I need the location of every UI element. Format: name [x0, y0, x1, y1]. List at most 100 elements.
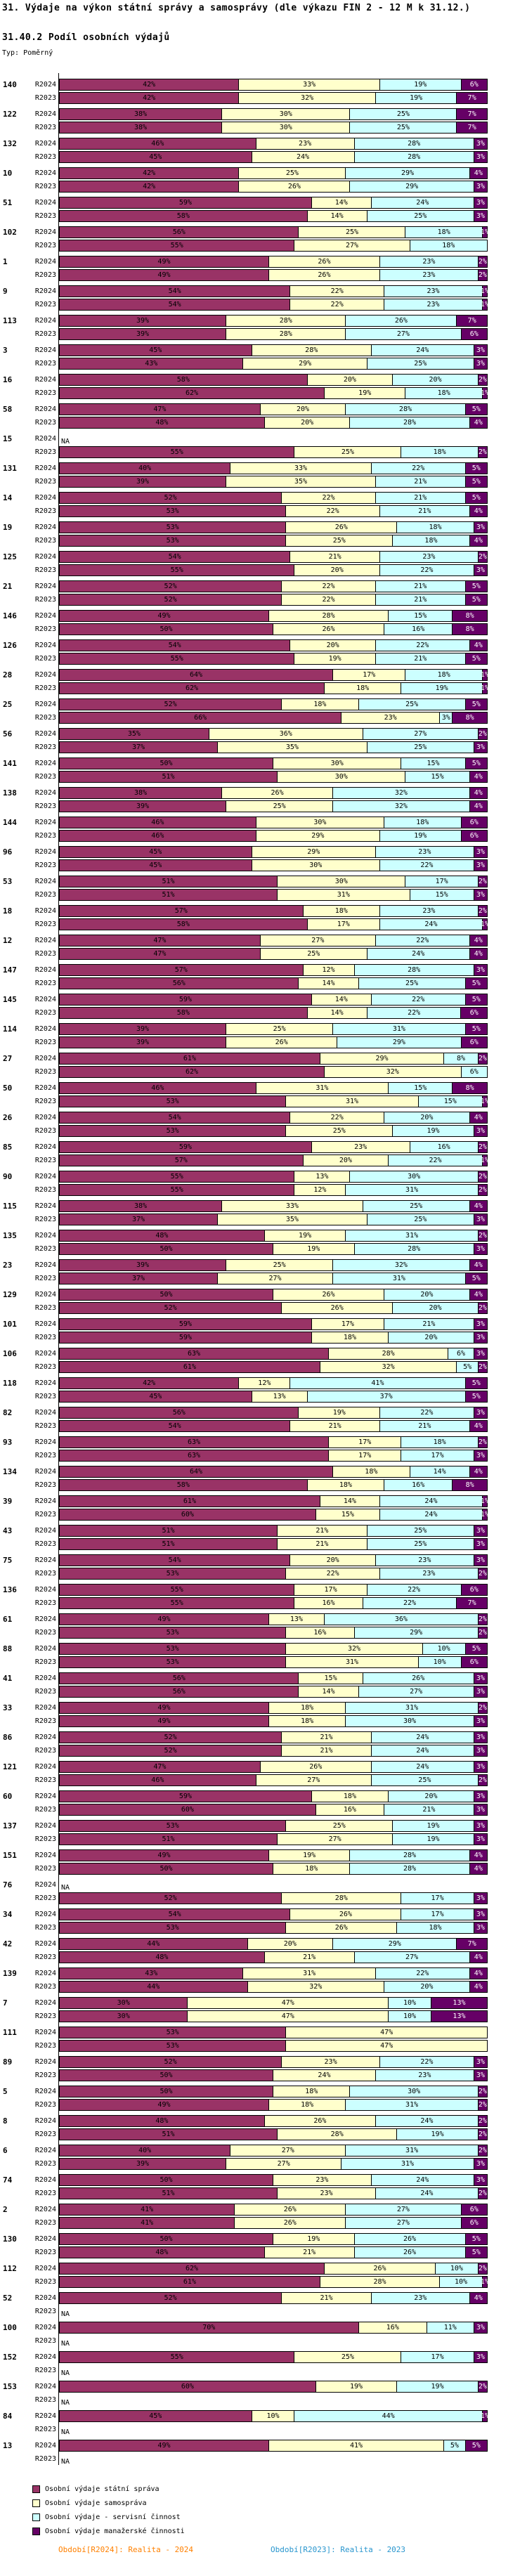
stacked-bar: 49% 18% 30% 3%: [59, 1715, 488, 1727]
stacked-bar: 50% 18% 30% 2%: [59, 2086, 488, 2097]
bar-line-r2024: R2024 38% 33% 25% 4%: [35, 1200, 488, 1212]
bar-segment: 52%: [60, 594, 282, 605]
stacked-bar: 55% 19% 21% 5%: [59, 653, 488, 665]
bar-segment: 22%: [363, 1598, 457, 1608]
bar-segment: 4%: [469, 1863, 487, 1874]
bar-segment: 3%: [474, 1716, 487, 1726]
bar-segment: 31%: [341, 2159, 474, 2169]
row-group-153: 153 R2024 60% 19% 19% 2% R2023 NA: [3, 2381, 527, 2407]
bar-segment: 20%: [384, 1112, 470, 1123]
period-label: R2023: [34, 2012, 56, 2020]
period-label: R2023: [34, 2278, 56, 2286]
stacked-bar: 49% 26% 23% 2%: [59, 269, 488, 281]
stacked-bar: 70% 16% 11% 3%: [59, 2322, 488, 2334]
bar-segment: 3%: [474, 522, 487, 533]
bar-segment: 60%: [60, 1804, 316, 1815]
bar-segment: 54%: [60, 1555, 291, 1566]
period-label: R2024: [34, 2029, 56, 2036]
stacked-bar: 38% 30% 25% 7%: [59, 108, 488, 120]
bar-line-r2024: R2024 49% 41% 5% 5%: [35, 2440, 488, 2452]
bar-segment: 26%: [268, 256, 380, 267]
period-label: R2024: [34, 110, 56, 118]
period-label: R2024: [34, 1911, 56, 1918]
period-label: R2024: [34, 553, 56, 561]
row-id-label: 23: [3, 1261, 13, 1270]
period-label: R2023: [34, 2337, 56, 2345]
bar-segment: 49%: [60, 2100, 269, 2110]
stacked-bar: 49% 19% 28% 4%: [59, 1849, 488, 1861]
bar-segment: 66%: [60, 713, 342, 723]
bar-segment: 13%: [431, 2011, 487, 2022]
bar-segment: 5%: [465, 476, 487, 487]
bar-segment: 19%: [299, 1407, 380, 1418]
bar-segment: 20%: [307, 375, 393, 385]
bar-line-r2023: R2023 55% 16% 22% 7%: [35, 1597, 488, 1609]
bar-segment: 58%: [60, 211, 308, 221]
row-group-111: 111 R2024 53% 47% R2023 53% 47%: [3, 2027, 527, 2052]
row-group-112: 112 R2024 62% 26% 10% 2% R2023 61% 28% 10% 1%: [3, 2263, 527, 2288]
bar-segment: 20%: [389, 1332, 474, 1343]
bar-line-r2024: R2024 54% 20% 22% 4%: [35, 639, 488, 651]
bar-line-r2023: R2023 52% 26% 20% 2%: [35, 1302, 488, 1314]
bar-segment: 56%: [60, 1407, 299, 1418]
row-id-label: 34: [3, 1910, 13, 1919]
bar-segment: 22%: [290, 299, 385, 310]
chart-legend: Osobní výdaje státní správa Osobní výdaj…: [32, 2482, 185, 2538]
bar-segment: 21%: [290, 1421, 380, 1431]
na-label: NA: [61, 1884, 70, 1892]
bar-segment: 2%: [478, 729, 487, 739]
bar-line-r2023: R2023 42% 32% 19% 7%: [35, 92, 488, 104]
bar-segment: 10%: [436, 2263, 479, 2274]
bar-segment: 10%: [389, 2011, 431, 2022]
period-label: R2024: [34, 140, 56, 148]
na-label: NA: [61, 438, 70, 445]
bar-segment: 19%: [393, 1126, 474, 1136]
row-id-label: 126: [3, 641, 17, 650]
period-label: R2023: [34, 921, 56, 928]
bar-line-r2023: R2023 58% 18% 16% 8%: [35, 1479, 488, 1491]
bar-segment: 38%: [60, 109, 223, 119]
row-group-75: 75 R2024 54% 20% 23% 3% R2023 53% 22% 23% 2%: [3, 1554, 527, 1580]
bar-segment: 12%: [294, 1185, 346, 1195]
bar-line-r2023: R2023 39% 26% 29% 6%: [35, 1036, 488, 1048]
bar-segment: 3%: [474, 1407, 487, 1418]
row-group-2: 2 R2024 41% 26% 27% 6% R2023 41% 26% 27% 6%: [3, 2204, 527, 2229]
bar-segment: 3%: [474, 1821, 487, 1831]
bar-line-r2024: R2024 57% 12% 28% 3%: [35, 964, 488, 976]
bar-segment: 10%: [422, 1644, 466, 1654]
stacked-bar: 57% 12% 28% 3%: [59, 964, 488, 976]
period-label: R2024: [34, 1320, 56, 1328]
row-group-84: 84 R2024 45% 10% 44% 1% R2023 NA: [3, 2410, 527, 2436]
bar-segment: 18%: [268, 2100, 346, 2110]
bar-segment: 2%: [478, 876, 487, 887]
bar-segment: 3%: [474, 742, 487, 753]
bar-segment: 42%: [60, 79, 240, 90]
bar-segment: 32%: [239, 93, 376, 103]
bar-segment: 39%: [60, 476, 227, 487]
period-label: R2023: [34, 1009, 56, 1017]
bar-line-r2023: R2023 61% 32% 5% 2%: [35, 1361, 488, 1373]
period-label: R2024: [34, 937, 56, 944]
bar-segment: 6%: [461, 1067, 487, 1077]
bar-line-r2024: R2024 49% 18% 31% 2%: [35, 1702, 488, 1714]
bar-segment: 47%: [60, 949, 261, 959]
bar-segment: 20%: [247, 1939, 334, 1949]
bar-segment: 5%: [465, 1644, 487, 1654]
bar-line-r2023: R2023 NA: [35, 2453, 488, 2466]
bar-segment: 18%: [405, 388, 483, 398]
bar-segment: 21%: [375, 476, 466, 487]
bar-line-r2024: R2024 39% 28% 26% 7%: [35, 315, 488, 327]
bar-line-r2024: R2024 59% 23% 16% 2%: [35, 1141, 488, 1153]
bar-segment: 30%: [273, 758, 402, 769]
bar-line-r2023: R2023 48% 20% 28% 4%: [35, 417, 488, 429]
bar-line-r2023: R2023 39% 35% 21% 5%: [35, 476, 488, 488]
bar-segment: 42%: [60, 1378, 240, 1388]
stacked-bar: 52% 28% 17% 3%: [59, 1892, 488, 1904]
row-group-53: 53 R2024 51% 30% 17% 2% R2023 51% 31% 15% 3%: [3, 876, 527, 901]
bar-segment: 3%: [474, 1319, 487, 1329]
bar-segment: 25%: [367, 742, 474, 753]
period-label: R2024: [34, 1084, 56, 1092]
stacked-bar: 43% 29% 25% 3%: [59, 358, 488, 370]
bar-segment: 2%: [478, 1568, 487, 1579]
stacked-bar: 55% 13% 30% 2%: [59, 1171, 488, 1183]
